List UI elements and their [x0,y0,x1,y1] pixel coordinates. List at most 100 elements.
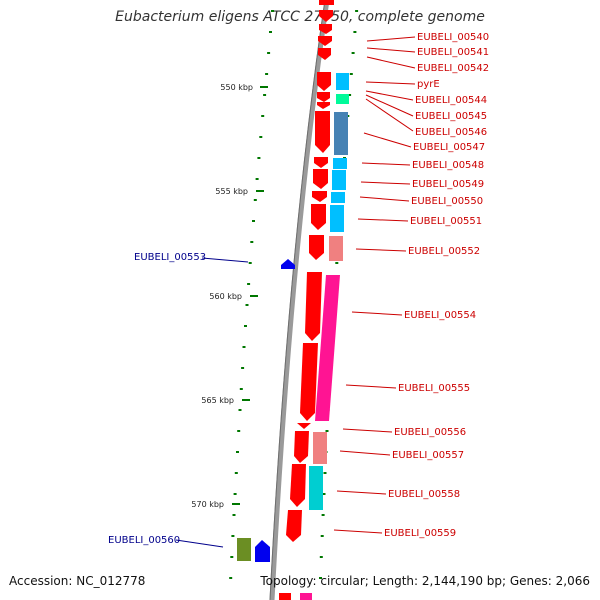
scale-dot [232,514,236,516]
gene-label-00558[interactable]: EUBELI_00558 [388,489,460,500]
scale-label-565: 565 kbp [201,396,234,405]
gene-label-00555[interactable]: EUBELI_00555 [398,383,470,394]
scale-dot [348,94,352,96]
scale-dot [257,157,261,159]
scale-dot [271,10,274,12]
scale-dot [239,388,243,390]
gene-arrow[interactable] [305,272,322,341]
scale-dot [355,10,359,12]
gene-arrow[interactable] [312,191,327,202]
scale-dot [353,31,357,33]
scale-label-550: 550 kbp [220,83,253,92]
gene-label-00541[interactable]: EUBELI_00541 [417,47,489,58]
cog-box[interactable] [331,192,345,203]
scale-dot [265,73,269,75]
accession-text: Accession: NC_012778 [9,574,146,588]
gene-label-00554[interactable]: EUBELI_00554 [404,310,476,321]
gene-label-00544[interactable]: EUBELI_00544 [415,95,487,106]
gene-arrow[interactable] [286,510,302,542]
cog-box[interactable] [329,236,343,261]
gene-arrow[interactable] [318,36,332,46]
scale-dot [233,493,237,495]
scale-dot [237,430,241,432]
gene-arrow[interactable] [314,157,328,168]
scale-tick: 560 kbp [209,292,258,301]
gene-arrow[interactable] [319,24,332,34]
gene-label-00542[interactable]: EUBELI_00542 [417,63,489,74]
gene-arrow-reverse[interactable] [281,259,295,269]
map-title: Eubacterium eligens ATCC 27750, complete… [115,9,485,25]
scale-dot [247,283,251,285]
scale-dot [255,178,259,180]
gene-label-00556[interactable]: EUBELI_00556 [394,427,466,438]
gene-arrow[interactable] [294,431,309,463]
scale-tick: 570 kbp [191,500,240,509]
gene-arrow[interactable] [315,111,330,153]
scale-dot [236,451,239,453]
gene-arrow[interactable] [319,10,333,22]
label-leaders [333,36,416,534]
scale-tick: 550 kbp [220,83,268,92]
gene-arrow[interactable] [311,204,326,230]
cog-box[interactable] [336,94,349,104]
gene-label-00548[interactable]: EUBELI_00548 [412,160,484,171]
cog-box[interactable] [330,205,344,232]
gene-arrow[interactable] [317,72,331,91]
gene-label-00552[interactable]: EUBELI_00552 [408,246,480,257]
scale-tick: 565 kbp [201,396,250,405]
gene-arrow[interactable] [309,235,324,260]
topology-text: Topology: circular; Length: 2,144,190 bp… [260,574,590,588]
scale-dot [323,472,327,474]
cog-box[interactable] [315,275,340,421]
gene-arrow[interactable] [279,593,291,600]
gene-label-00549[interactable]: EUBELI_00549 [412,179,484,190]
scale-dot [253,199,257,201]
gene-arrow-reverse[interactable] [255,540,270,562]
genome-backbone-edge [269,0,326,600]
scale-dot [244,325,247,327]
scale-dot [229,577,233,579]
scale-dot [242,346,246,348]
cog-box[interactable] [313,432,327,464]
cog-box[interactable] [237,538,251,561]
cog-box[interactable] [332,170,346,190]
cog-box[interactable] [309,466,323,510]
gene-arrow[interactable] [297,423,311,429]
gene-label-00560[interactable]: EUBELI_00560 [108,535,180,546]
gene-label-00546[interactable]: EUBELI_00546 [415,127,487,138]
gene-label-00540[interactable]: EUBELI_00540 [417,32,489,43]
scale-label-570: 570 kbp [191,500,224,509]
cog-box[interactable] [334,112,348,155]
scale-dot [269,31,272,33]
gene-label-00553[interactable]: EUBELI_00553 [134,252,206,263]
scale-dot [252,220,255,222]
cog-features [300,73,349,600]
gene-arrow[interactable] [300,343,318,421]
scale-dot [319,556,323,558]
gene-label-00557[interactable]: EUBELI_00557 [392,450,464,461]
gene-arrow[interactable] [313,169,328,189]
gene-label-00550[interactable]: EUBELI_00550 [411,196,483,207]
gene-label-00551[interactable]: EUBELI_00551 [410,216,482,227]
gene-arrow[interactable] [319,0,334,5]
scale-label-560: 560 kbp [209,292,242,301]
cog-box[interactable] [333,158,347,169]
gene-arrow[interactable] [290,464,306,507]
gene-arrow[interactable] [317,92,330,102]
gene-label-00547[interactable]: EUBELI_00547 [413,142,485,153]
gene-label-00545[interactable]: EUBELI_00545 [415,111,487,122]
gene-arrow[interactable] [317,102,330,109]
cog-box[interactable] [336,73,349,90]
scale-dot [234,472,238,474]
gene-label-00559[interactable]: EUBELI_00559 [384,528,456,539]
scale-dot [325,430,329,432]
cog-box[interactable] [300,593,312,600]
gene-label-pyre[interactable]: pyrE [417,79,440,90]
scale-label-555: 555 kbp [215,187,248,196]
scale-dot [259,136,263,138]
scale-dot [261,115,265,117]
scale-dot [241,367,245,369]
gene-arrow[interactable] [318,48,331,60]
